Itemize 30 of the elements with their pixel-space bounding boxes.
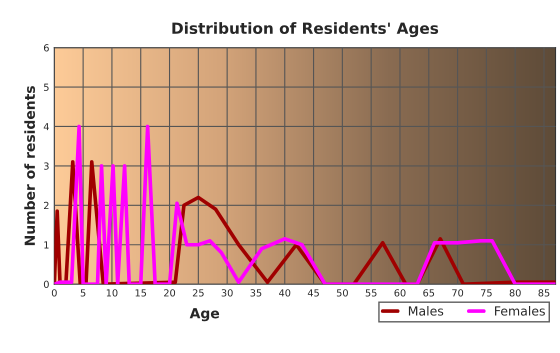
- y-tick-label: 6: [44, 44, 49, 52]
- x-tick-label: 15: [136, 289, 146, 297]
- y-tick-label: 2: [44, 202, 48, 210]
- x-tick-label: 30: [222, 289, 233, 297]
- x-tick-label: 45: [308, 289, 319, 297]
- legend-label: Females: [495, 306, 545, 316]
- x-tick-label: 65: [423, 289, 434, 297]
- x-tick-label: 80: [510, 289, 521, 297]
- x-tick-label: 40: [279, 289, 290, 297]
- x-tick-label: 50: [336, 289, 348, 297]
- y-tick-label: 3: [44, 162, 49, 170]
- x-tick-label: 0: [52, 289, 57, 297]
- x-tick-label: 60: [394, 289, 406, 297]
- y-tick-label: 0: [44, 280, 49, 288]
- x-tick-label: 55: [366, 289, 377, 297]
- y-tick-label: 5: [44, 84, 49, 91]
- x-axis-title: Age: [190, 308, 220, 322]
- y-tick-label: 1: [44, 241, 49, 248]
- x-tick-label: 5: [80, 289, 86, 297]
- x-tick-label: 70: [452, 289, 464, 297]
- x-tick-label: 75: [481, 289, 492, 297]
- chart-title: Distribution of Residents' Ages: [172, 22, 438, 38]
- x-tick-label: 20: [164, 289, 176, 297]
- x-tick-label: 10: [106, 289, 118, 297]
- x-tick-label: 85: [538, 289, 550, 297]
- x-tick-label: 25: [192, 289, 204, 297]
- y-tick-label: 4: [44, 123, 49, 130]
- y-axis-title: Number of residents: [24, 86, 36, 246]
- legend-label: Males: [408, 306, 444, 316]
- x-tick-label: 35: [250, 289, 262, 297]
